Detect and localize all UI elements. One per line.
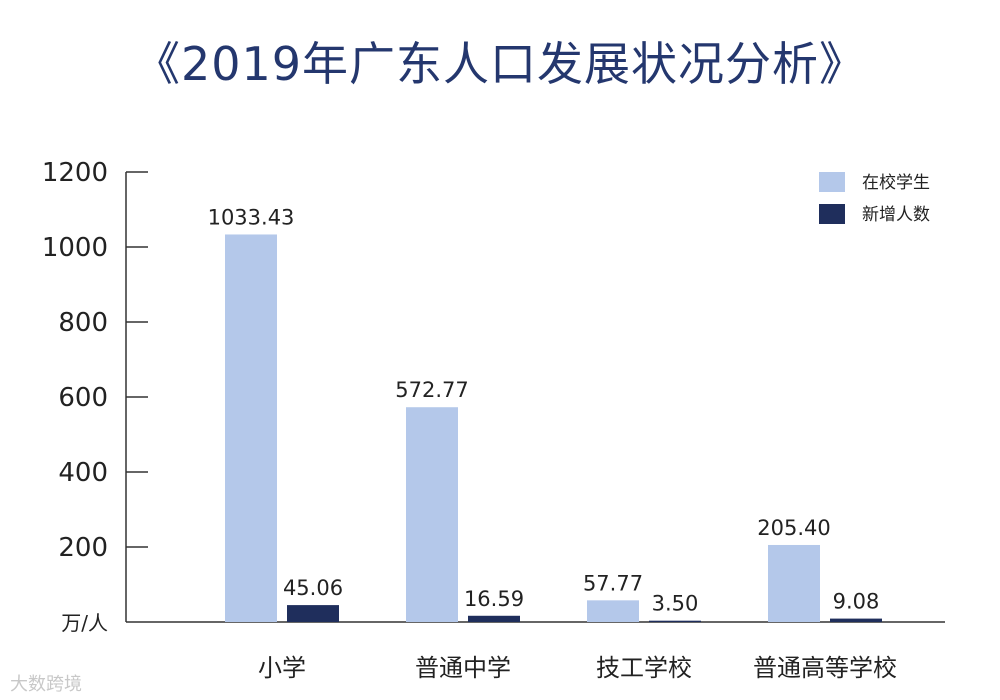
data-label: 9.08 xyxy=(833,590,880,614)
category-label: 技工学校 xyxy=(596,654,692,682)
data-label: 45.06 xyxy=(283,576,343,600)
data-label: 57.77 xyxy=(583,571,643,595)
data-label: 205.40 xyxy=(757,516,830,540)
bar-students-2 xyxy=(587,600,639,622)
legend-swatch xyxy=(819,172,845,192)
data-label: 572.77 xyxy=(395,378,468,402)
legend-label: 新增人数 xyxy=(862,205,930,225)
bar-students-0 xyxy=(225,234,277,622)
y-tick-label: 600 xyxy=(58,383,108,413)
category-label: 小学 xyxy=(258,654,306,682)
y-tick-label: 800 xyxy=(58,308,108,338)
bar-students-1 xyxy=(406,407,458,622)
y-axis-unit-label: 万/人 xyxy=(61,611,108,635)
watermark: 大数跨境 xyxy=(10,674,82,695)
data-label: 3.50 xyxy=(652,592,699,616)
y-tick-label: 1000 xyxy=(42,233,108,263)
category-label: 普通高等学校 xyxy=(753,654,897,682)
bar-new-2 xyxy=(649,620,701,622)
legend-label: 在校学生 xyxy=(862,173,930,193)
bar-new-1 xyxy=(468,615,520,622)
data-label: 1033.43 xyxy=(208,205,295,229)
bar-students-3 xyxy=(768,544,820,622)
data-label: 16.59 xyxy=(464,587,524,611)
category-label: 普通中学 xyxy=(415,654,511,682)
bar-new-0 xyxy=(287,605,339,622)
y-tick-label: 1200 xyxy=(42,158,108,188)
bar-new-3 xyxy=(830,618,882,622)
chart-title: 《2019年广东人口发展状况分析》 xyxy=(133,37,867,91)
legend-swatch xyxy=(819,204,845,224)
y-tick-label: 200 xyxy=(58,533,108,563)
y-tick-label: 400 xyxy=(58,458,108,488)
